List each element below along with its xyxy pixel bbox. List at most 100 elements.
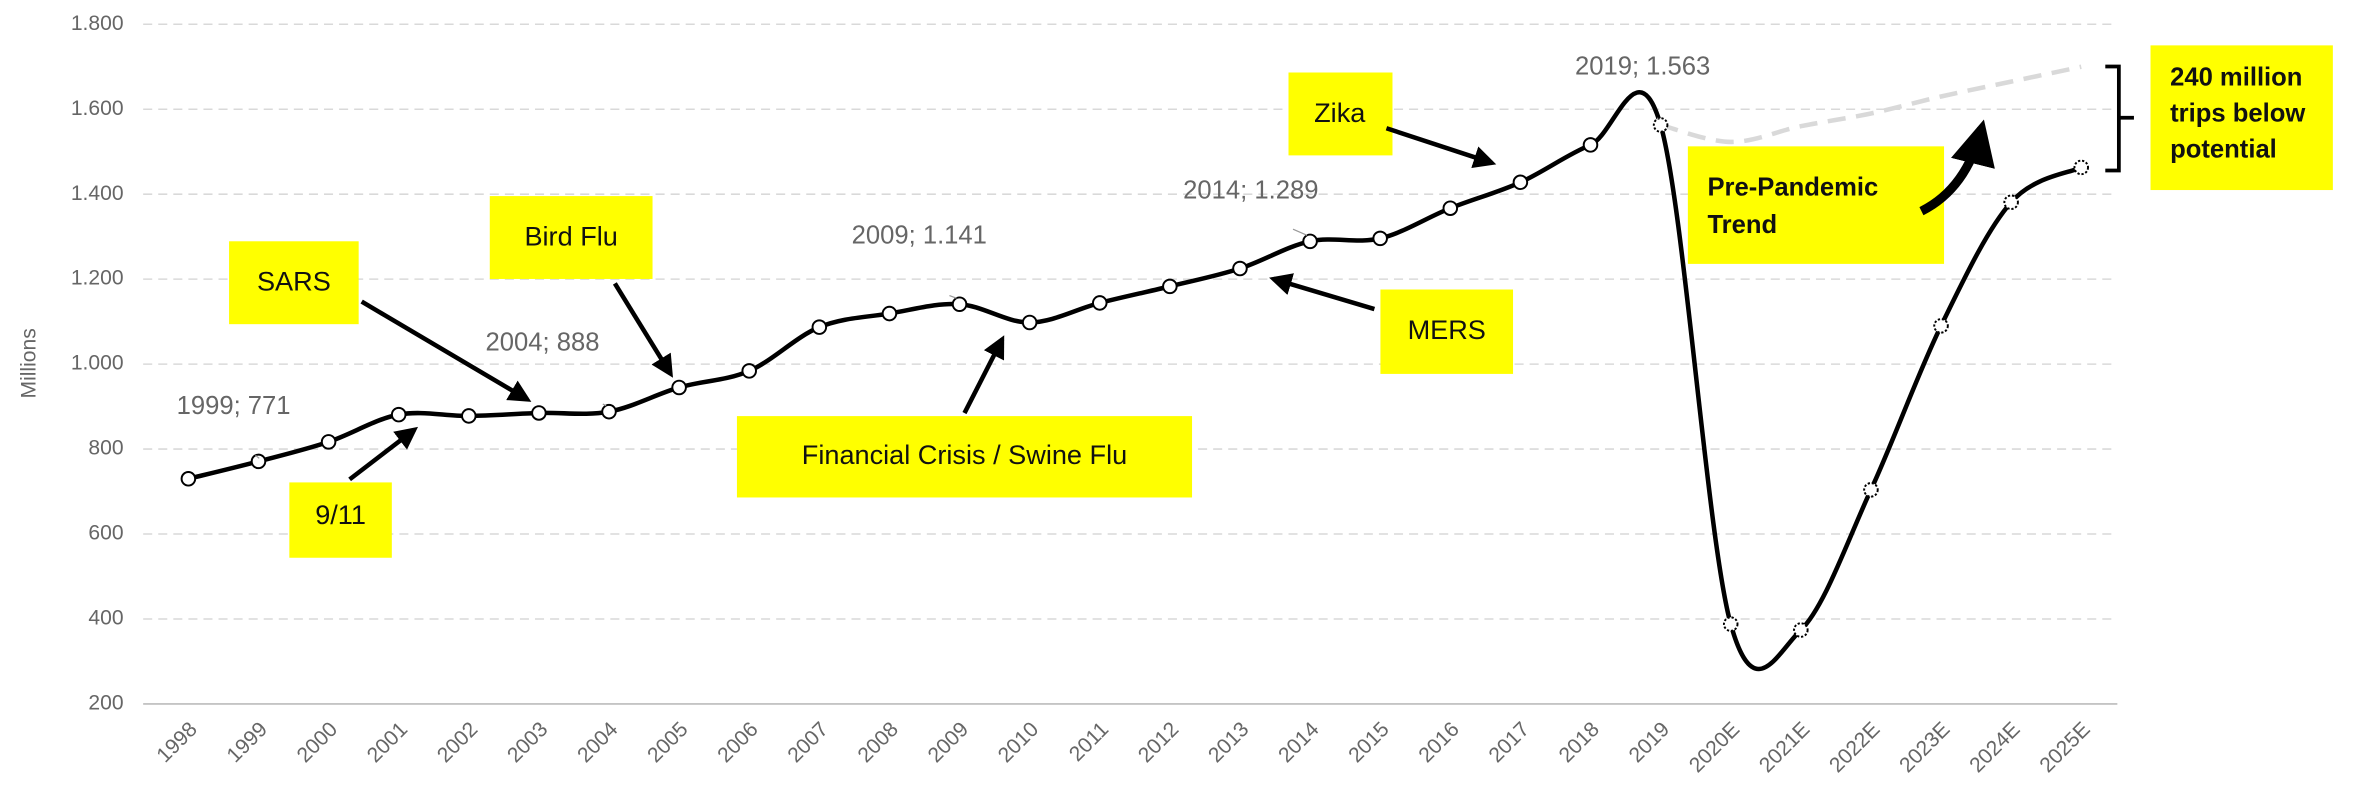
- x-tick-label: 2023E: [1895, 718, 1954, 777]
- annotation-arrow: [612, 282, 673, 378]
- y-tick-label: 1.800: [71, 12, 124, 35]
- y-tick-label: 1.200: [71, 267, 124, 290]
- data-point: [1863, 482, 1879, 498]
- x-tick-label: 2002: [433, 718, 482, 767]
- annotation-text: Zika: [1314, 97, 1366, 128]
- data-point: [461, 408, 477, 424]
- x-tick-label: 2024E: [1965, 718, 2024, 777]
- annotation-text: Bird Flu: [524, 220, 617, 251]
- x-tick-label: 2020E: [1685, 718, 1744, 777]
- data-point: [951, 296, 968, 312]
- annotation-text: 9/11: [315, 499, 366, 530]
- data-point: [671, 379, 687, 396]
- bracket: [2105, 64, 2134, 173]
- x-tick-label: 2025E: [2035, 718, 2094, 777]
- data-point: [1021, 314, 1038, 331]
- data-point: [2073, 159, 2090, 176]
- leader-line: [1292, 228, 1308, 236]
- x-tick-label: 2022E: [1825, 718, 1884, 777]
- annotation-box: [1687, 146, 1945, 264]
- annotation-text: SARS: [257, 266, 331, 297]
- x-tick-label: 2019: [1625, 718, 1674, 767]
- annotation-box: [1288, 72, 1393, 156]
- x-tick-label: 2008: [854, 718, 903, 767]
- annotation-arrow: [360, 299, 532, 402]
- y-tick-label: 600: [88, 522, 123, 545]
- y-tick-label: 200: [88, 692, 123, 715]
- y-tick-label: 800: [88, 437, 123, 460]
- x-tick-label: 2009: [924, 718, 973, 767]
- data-point: [1091, 295, 1108, 311]
- data-point: [1442, 200, 1459, 216]
- data-point: [1793, 622, 1809, 638]
- data-point: [1933, 318, 1949, 334]
- annotation-text: Financial Crisis / Swine Flu: [802, 439, 1127, 470]
- x-tick-label: 2001: [363, 718, 412, 767]
- annotation-box: [229, 241, 359, 325]
- annotation-box: [289, 482, 392, 558]
- data-point: [250, 453, 267, 470]
- annotation-arrow: [348, 426, 419, 482]
- x-tick-label: 2005: [643, 718, 692, 767]
- y-tick-label: 1.400: [71, 182, 124, 205]
- data-point: [531, 405, 547, 421]
- x-tick-label: 2017: [1484, 718, 1533, 767]
- annotation-text: Trend: [1707, 211, 1777, 239]
- annotation-arrow: [1385, 126, 1497, 169]
- data-point: [1372, 230, 1388, 247]
- y-tick-label: 1.600: [71, 97, 124, 120]
- annotation-arrow: [962, 335, 1005, 415]
- data-point: [1652, 117, 1669, 133]
- data-point: [390, 406, 407, 423]
- data-point: [1512, 174, 1529, 191]
- x-tick-label: 2015: [1344, 718, 1393, 767]
- x-tick-label: 2016: [1414, 718, 1463, 767]
- data-point: [811, 319, 828, 335]
- x-tick-label: 2012: [1134, 718, 1183, 767]
- value-label: 2019; 1.563: [1575, 53, 1710, 81]
- value-label: 1999; 771: [177, 392, 291, 420]
- data-point: [601, 403, 617, 420]
- leader-line: [255, 454, 260, 459]
- annotation-arrow: [1269, 273, 1376, 312]
- x-tick-label: 2006: [713, 718, 762, 767]
- x-tick-label: 2011: [1065, 718, 1113, 766]
- data-point: [1722, 616, 1739, 632]
- annotation-text: Pre-Pandemic: [1707, 173, 1878, 201]
- value-label: 2009; 1.141: [852, 222, 987, 250]
- x-tick-label: 2021E: [1755, 718, 1814, 777]
- value-label: 2014; 1.289: [1183, 176, 1318, 204]
- y-tick-label: 1.000: [71, 352, 124, 375]
- data-point: [2003, 194, 2019, 211]
- data-point: [180, 471, 197, 487]
- x-tick-label: 1999: [223, 718, 272, 767]
- data-point: [1302, 233, 1318, 250]
- data-point: [1232, 260, 1248, 277]
- x-tick-label: 2004: [573, 718, 623, 768]
- x-tick-label: 2003: [503, 718, 552, 767]
- leader-line: [949, 294, 957, 299]
- y-tick-label: 400: [88, 607, 123, 630]
- x-tick-label: 2018: [1555, 718, 1604, 767]
- x-tick-label: 2000: [293, 718, 342, 767]
- series-line: [1660, 64, 2082, 145]
- x-tick-label: 1998: [152, 718, 201, 767]
- annotation-box: [736, 416, 1193, 498]
- y-axis-label: Millions: [18, 328, 41, 398]
- annotation-box: [1380, 289, 1514, 374]
- annotation-text: 240 million: [2170, 63, 2302, 91]
- x-tick-label: 2013: [1204, 718, 1253, 767]
- data-point: [881, 305, 898, 322]
- value-label: 2004; 888: [486, 329, 600, 357]
- annotation-box: [2150, 45, 2333, 191]
- annotation-text: trips below: [2170, 99, 2305, 127]
- x-tick-label: 2007: [783, 718, 832, 767]
- annotation-box: [489, 196, 653, 279]
- data-point: [1582, 137, 1599, 153]
- leader-line: [602, 403, 607, 407]
- data-point: [320, 434, 337, 450]
- annotation-text: potential: [2170, 136, 2277, 164]
- data-point: [741, 363, 757, 379]
